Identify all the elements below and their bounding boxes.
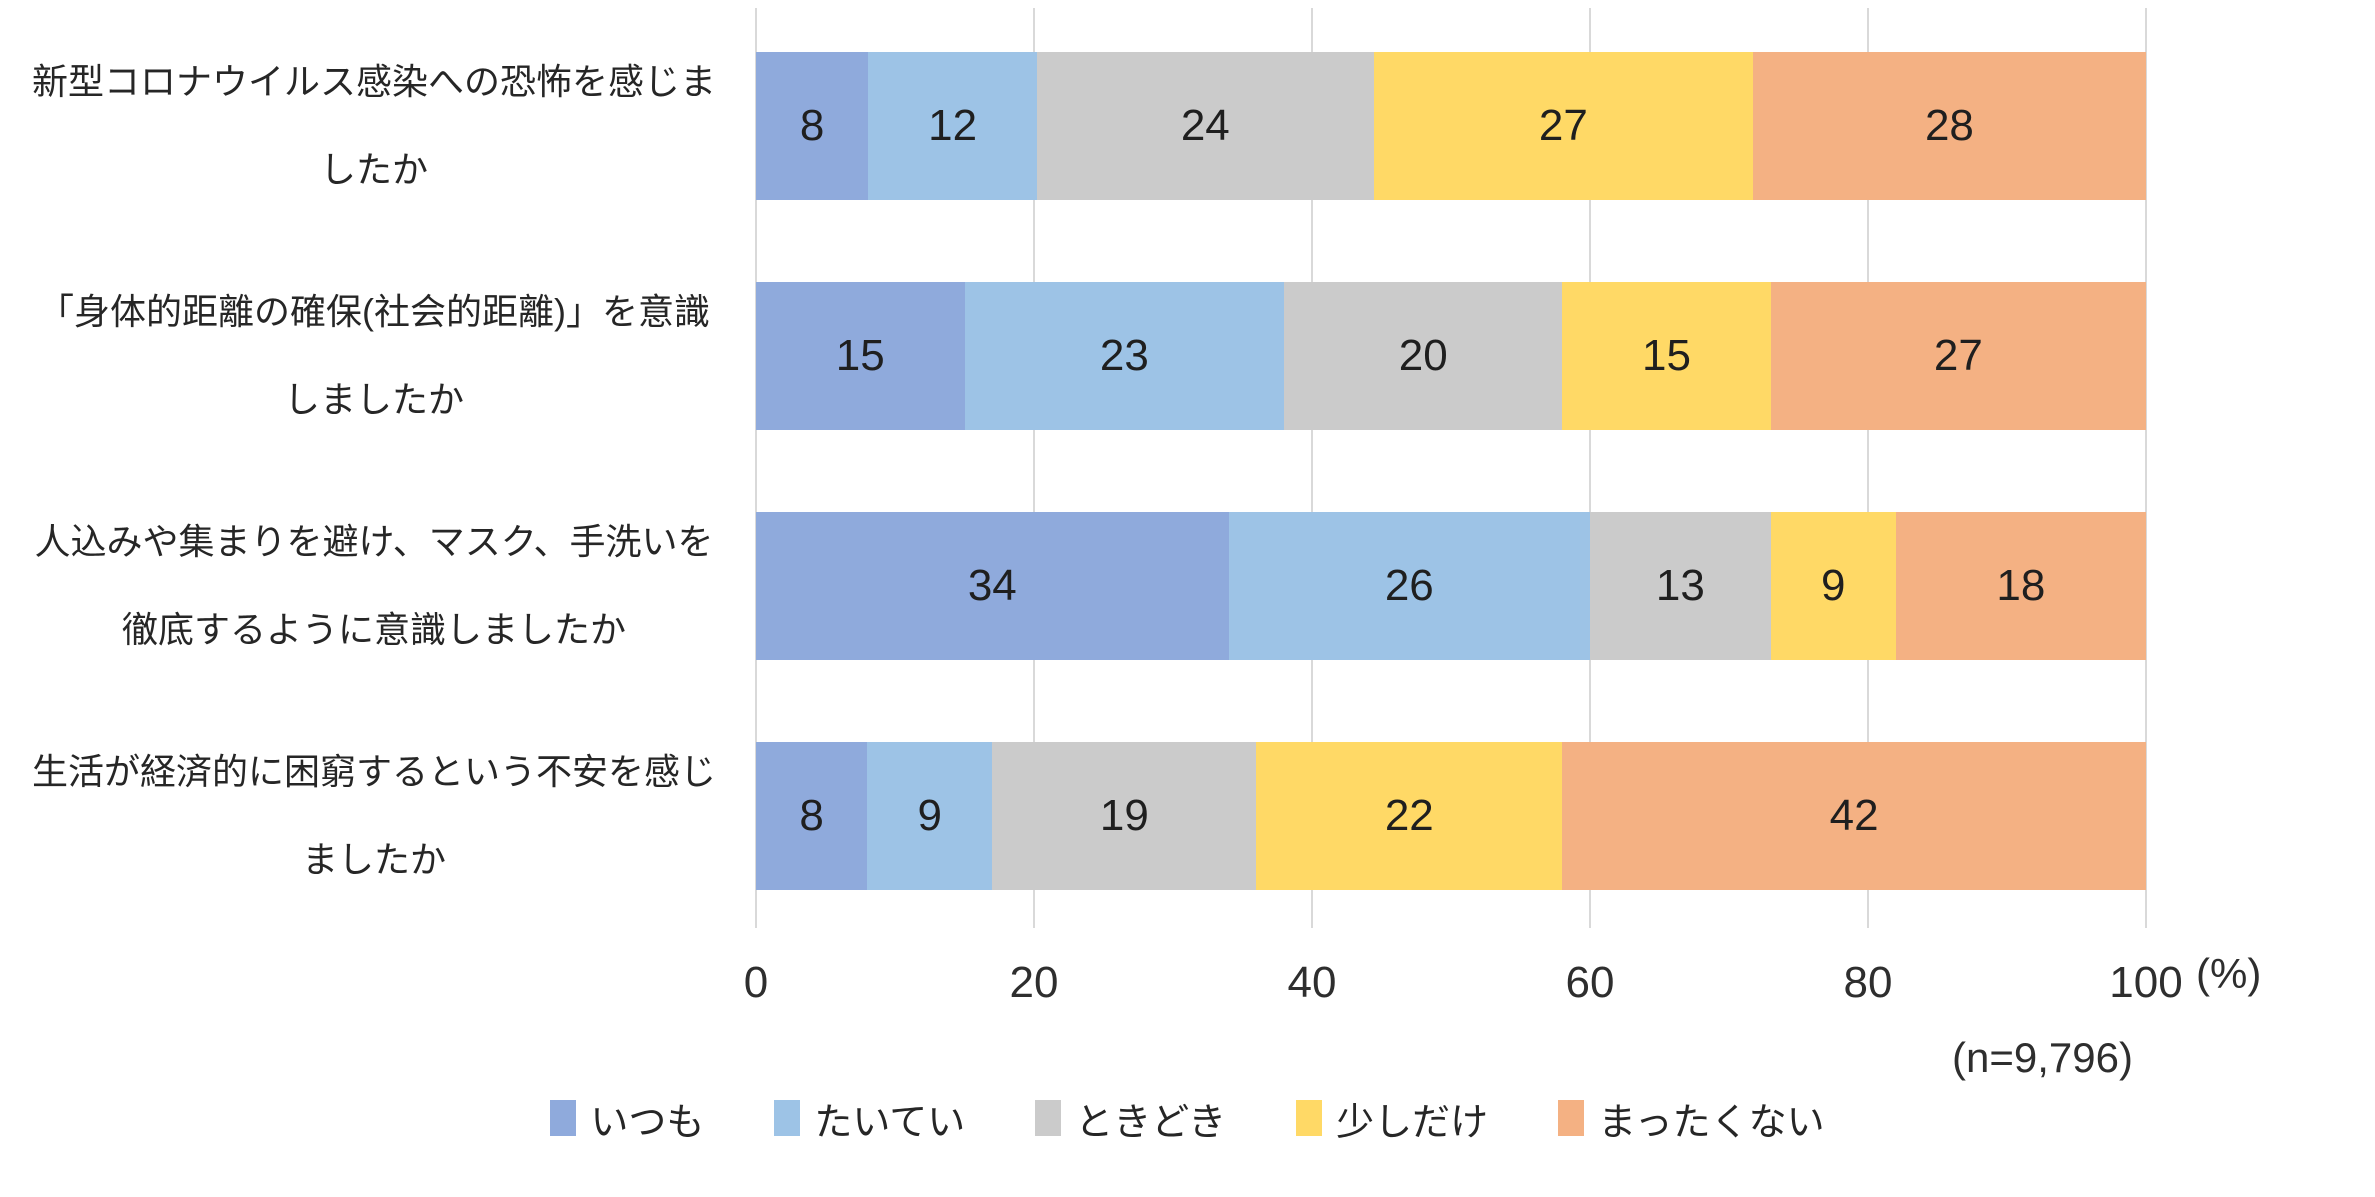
data-label: 9 <box>1821 561 1846 610</box>
bar-segment: 20 <box>1284 282 1563 430</box>
category-label: 「身体的距離の確保(社会的距離)」を意識 しましたか <box>38 291 710 420</box>
bar-row: 15 23 20 15 27 <box>756 282 2146 430</box>
legend-item: いつも <box>550 1091 704 1146</box>
data-label: 9 <box>917 791 942 840</box>
category-label: 人込みや集まりを避け、マスク、手洗いを 徹底するように意識しましたか <box>34 521 714 650</box>
gridline <box>1311 8 1313 928</box>
bar-segment: 18 <box>1895 512 2146 660</box>
sample-size-label: (n=9,796) <box>1952 1034 2133 1081</box>
gridline <box>755 8 757 928</box>
bar-segment: 22 <box>1256 742 1563 890</box>
data-label: 8 <box>799 791 824 840</box>
bar-row: 34 26 13 9 18 <box>756 512 2146 660</box>
legend-item: まったくない <box>1558 1091 1825 1146</box>
data-label: 26 <box>1384 561 1434 610</box>
data-label: 20 <box>1398 331 1448 380</box>
bar-segment: 15 <box>756 282 965 430</box>
bar-segment: 19 <box>992 742 1257 890</box>
category-label: 新型コロナウイルス感染への恐怖を感じま したか <box>31 61 716 190</box>
data-label: 34 <box>967 561 1017 610</box>
legend-swatch <box>550 1100 577 1136</box>
bar-segment: 8 <box>756 742 868 890</box>
bar-segment: 8 <box>756 52 869 200</box>
legend-item: ときどき <box>1035 1091 1226 1146</box>
data-label: 8 <box>799 101 825 150</box>
legend-swatch <box>1558 1100 1585 1136</box>
data-label: 42 <box>1829 791 1879 840</box>
legend-label: たいてい <box>814 1101 966 1144</box>
data-label: 27 <box>1538 101 1588 150</box>
data-label: 19 <box>1099 791 1149 840</box>
bar-segment: 15 <box>1562 282 1771 430</box>
data-label: 18 <box>1996 561 2046 610</box>
x-axis-tick-label: 100 <box>2109 958 2183 1007</box>
legend: いつも たいてい ときどき 少しだけ まったくない <box>0 1090 2375 1146</box>
x-axis-tick-label: 60 <box>1565 958 1615 1007</box>
bar-segment: 34 <box>756 512 1229 660</box>
bar-segment: 9 <box>1770 512 1896 660</box>
x-axis-tick-label: 20 <box>1009 958 1059 1007</box>
legend-swatch <box>1035 1100 1062 1136</box>
gridline <box>1033 8 1035 928</box>
plot-gridlines <box>755 8 2147 928</box>
bar-segment: 26 <box>1228 512 1590 660</box>
x-axis-tick-label: 40 <box>1287 958 1337 1007</box>
legend-label: 少しだけ <box>1336 1101 1489 1144</box>
data-label: 23 <box>1099 331 1149 380</box>
legend-swatch <box>774 1100 801 1136</box>
data-label: 15 <box>835 331 885 380</box>
data-label: 28 <box>1924 101 1974 150</box>
data-label: 22 <box>1384 791 1434 840</box>
category-label: 生活が経済的に困窮するという不安を感じ ましたか <box>31 751 716 880</box>
bar-segment: 27 <box>1770 282 2146 430</box>
x-axis-tick-label: 0 <box>743 958 769 1007</box>
legend-swatch <box>1296 1100 1323 1136</box>
data-label: 27 <box>1933 331 1983 380</box>
bar-segment: 27 <box>1373 52 1753 200</box>
gridline <box>2145 8 2147 928</box>
bar-segment: 9 <box>867 742 993 890</box>
x-axis-tick-label: 80 <box>1843 958 1893 1007</box>
bar-row: 8 12 24 27 28 <box>756 52 2146 200</box>
gridline <box>1589 8 1591 928</box>
bar-row: 8 9 19 22 42 <box>756 742 2146 890</box>
legend-item: 少しだけ <box>1296 1091 1488 1146</box>
legend-label: まったくない <box>1598 1101 1825 1144</box>
data-label: 24 <box>1180 101 1230 150</box>
data-label: 13 <box>1655 561 1705 610</box>
gridline <box>1867 8 1869 928</box>
axis-unit-label: (%) <box>2196 950 2262 997</box>
legend-item: たいてい <box>774 1091 965 1146</box>
bar-segment: 28 <box>1752 52 2146 200</box>
bar-segment: 42 <box>1562 742 2146 890</box>
legend-label: ときどき <box>1075 1101 1227 1144</box>
legend-label: いつも <box>590 1101 705 1144</box>
bar-segment: 12 <box>868 52 1037 200</box>
data-label: 15 <box>1641 331 1691 380</box>
bar-segment: 24 <box>1036 52 1374 200</box>
data-label: 12 <box>928 101 978 150</box>
bar-segment: 23 <box>964 282 1285 430</box>
bar-segment: 13 <box>1590 512 1771 660</box>
